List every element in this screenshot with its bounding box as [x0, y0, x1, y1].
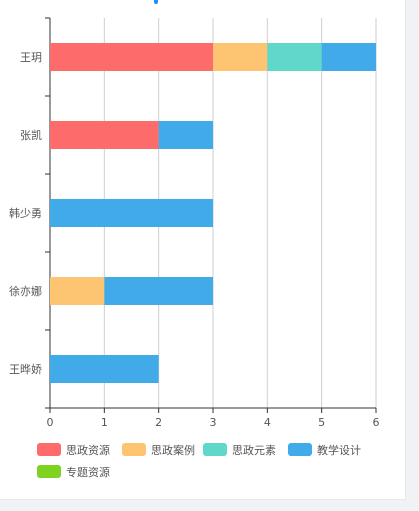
category-label: 王玥 — [20, 51, 42, 64]
bar-segment — [321, 43, 376, 71]
legend-swatch — [37, 465, 61, 478]
x-tick-label: 4 — [264, 416, 271, 429]
bar-segment — [158, 121, 213, 149]
legend-swatch — [203, 443, 227, 456]
x-tick-label: 6 — [373, 416, 380, 429]
legend-swatch — [122, 443, 146, 456]
category-label: 张凯 — [20, 129, 42, 142]
legend-label: 专题资源 — [66, 465, 110, 479]
bar-segment — [50, 355, 159, 383]
legend-label: 思政元素 — [232, 443, 276, 457]
bar-segment — [50, 199, 213, 227]
bar-segment — [50, 43, 213, 71]
category-label: 韩少勇 — [9, 206, 42, 220]
category-label: 王晔娇 — [9, 363, 42, 376]
legend-label: 思政案例 — [151, 443, 195, 457]
x-tick-label: 0 — [47, 416, 54, 429]
x-tick-label: 1 — [101, 416, 108, 429]
bar-segment — [267, 43, 322, 71]
chart-card: 0 1 2 3 4 5 6 王玥张凯韩少勇徐亦娜王晔娇思政资源 思政案例 思政元素 教学设计专题资源 — [0, 0, 406, 500]
x-tick-label: 2 — [155, 416, 162, 429]
tab-indicator — [154, 0, 158, 4]
legend-label: 教学设计 — [317, 443, 361, 457]
legend-swatch — [37, 443, 61, 456]
category-label: 徐亦娜 — [9, 284, 42, 298]
legend-label: 思政资源 — [66, 443, 110, 457]
bar-segment — [50, 121, 159, 149]
x-tick-label: 5 — [318, 416, 325, 429]
bar-segment — [213, 43, 268, 71]
x-tick-label: 3 — [210, 416, 217, 429]
bar-segment — [50, 277, 105, 305]
bar-segment — [104, 277, 213, 305]
legend-swatch — [288, 443, 312, 456]
